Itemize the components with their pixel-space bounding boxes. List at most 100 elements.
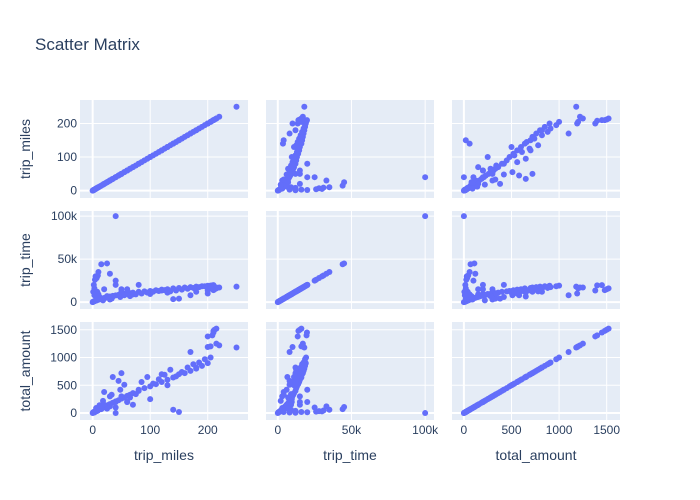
scatter-point bbox=[296, 180, 303, 187]
scatter-point bbox=[161, 145, 168, 152]
scatter-point bbox=[210, 117, 217, 124]
scatter-point bbox=[138, 159, 145, 166]
scatter-point bbox=[489, 170, 496, 177]
scatter-point bbox=[96, 402, 103, 409]
scatter-point bbox=[316, 408, 323, 415]
scatter-point bbox=[518, 149, 525, 156]
scatter-point bbox=[109, 373, 116, 380]
scatter-point bbox=[138, 378, 145, 385]
scatter-point bbox=[104, 405, 111, 412]
scatter-point bbox=[108, 295, 115, 302]
scatter-point bbox=[121, 381, 128, 388]
scatter-point bbox=[487, 394, 494, 401]
scatter-point bbox=[155, 149, 162, 156]
scatter-point bbox=[422, 410, 429, 417]
scatter-point bbox=[479, 174, 486, 181]
scatter-point bbox=[601, 327, 608, 334]
scatter-point bbox=[118, 393, 125, 400]
scatter-point bbox=[523, 373, 530, 380]
scatter-point bbox=[124, 286, 131, 293]
scatter-point bbox=[538, 127, 545, 134]
x-tick-label: 100k bbox=[412, 423, 439, 437]
axis-titles: trip_miles trip_time total_amount trip_mile… bbox=[17, 119, 577, 463]
scatter-point bbox=[468, 293, 475, 300]
scatter-point bbox=[150, 288, 157, 295]
scatter-point bbox=[292, 170, 299, 177]
scatter-point bbox=[150, 152, 157, 159]
y-tick-label: 200 bbox=[57, 116, 77, 130]
scatter-point bbox=[579, 284, 586, 291]
x-tick-label: 0 bbox=[89, 423, 96, 437]
scatter-point bbox=[339, 182, 346, 189]
scatter-point bbox=[190, 128, 197, 135]
panel-trip_miles-vs-trip_time bbox=[266, 100, 434, 198]
scatter-point bbox=[493, 291, 500, 298]
scatter-point bbox=[147, 396, 154, 403]
scatter-point bbox=[135, 386, 142, 393]
scatter-point bbox=[518, 287, 525, 294]
scatter-point bbox=[196, 359, 203, 366]
scatter-point bbox=[316, 275, 323, 282]
scatter-point bbox=[104, 293, 111, 300]
tick-labels: 0 100 200 0 50k 100k 0 500 1000 1500 0 100 200 0 50k 10… bbox=[50, 116, 620, 437]
scatter-point bbox=[178, 368, 185, 375]
scatter-point bbox=[101, 388, 108, 395]
x-tick-label: 0 bbox=[274, 423, 281, 437]
scatter-point bbox=[173, 138, 180, 145]
scatter-point bbox=[508, 143, 515, 150]
x-axis-title: trip_time bbox=[323, 447, 377, 463]
scatter-point bbox=[210, 327, 217, 334]
scatter-point bbox=[546, 120, 553, 127]
scatter-point bbox=[201, 356, 208, 363]
scatter-point bbox=[304, 398, 311, 405]
scatter-point bbox=[204, 287, 211, 294]
scatter-point bbox=[98, 261, 105, 268]
scatter-point bbox=[292, 288, 299, 295]
x-tick-label: 50k bbox=[342, 423, 362, 437]
scatter-point bbox=[285, 405, 292, 412]
scatter-point bbox=[296, 393, 303, 400]
scatter-point bbox=[547, 359, 554, 366]
scatter-point bbox=[292, 187, 299, 194]
scatter-point bbox=[292, 409, 299, 416]
scatter-point bbox=[132, 162, 139, 169]
panel-total_amount-vs-trip_time bbox=[266, 322, 434, 420]
scatter-point bbox=[178, 135, 185, 142]
y-tick-label: 0 bbox=[70, 184, 77, 198]
scatter-point bbox=[553, 283, 560, 290]
scatter-point bbox=[326, 406, 333, 413]
scatter-point bbox=[132, 291, 139, 298]
panel-grid bbox=[80, 100, 620, 420]
scatter-point bbox=[196, 284, 203, 291]
scatter-point bbox=[132, 391, 139, 398]
y-tick-label: 50k bbox=[58, 252, 78, 266]
scatter-point bbox=[298, 408, 305, 415]
scatter-point bbox=[304, 386, 311, 393]
panel-total_amount-vs-trip_miles bbox=[80, 322, 248, 420]
scatter-point bbox=[190, 361, 197, 368]
scatter-point bbox=[187, 292, 194, 299]
scatter-point bbox=[460, 213, 467, 220]
scatter-point bbox=[283, 386, 290, 393]
scatter-point bbox=[279, 405, 286, 412]
scatter-point bbox=[112, 410, 119, 417]
scatter-point bbox=[500, 281, 507, 288]
scatter-point bbox=[535, 142, 542, 149]
scatter-point bbox=[514, 159, 521, 166]
scatter-point bbox=[492, 176, 499, 183]
scatter-point bbox=[422, 213, 429, 220]
scatter-point bbox=[592, 120, 599, 127]
scatter-point bbox=[115, 377, 122, 384]
scatter-point bbox=[594, 282, 601, 289]
scatter-point bbox=[277, 397, 284, 404]
scatter-point bbox=[170, 406, 177, 413]
scatter-point bbox=[573, 103, 580, 110]
scatter-point bbox=[481, 397, 488, 404]
scatter-point bbox=[553, 122, 560, 129]
scatter-point bbox=[479, 281, 486, 288]
y-tick-label: 1000 bbox=[50, 351, 77, 365]
scatter-point bbox=[175, 408, 182, 415]
scatter-point bbox=[289, 343, 296, 350]
scatter-point bbox=[462, 285, 469, 292]
scatter-point bbox=[565, 130, 572, 137]
